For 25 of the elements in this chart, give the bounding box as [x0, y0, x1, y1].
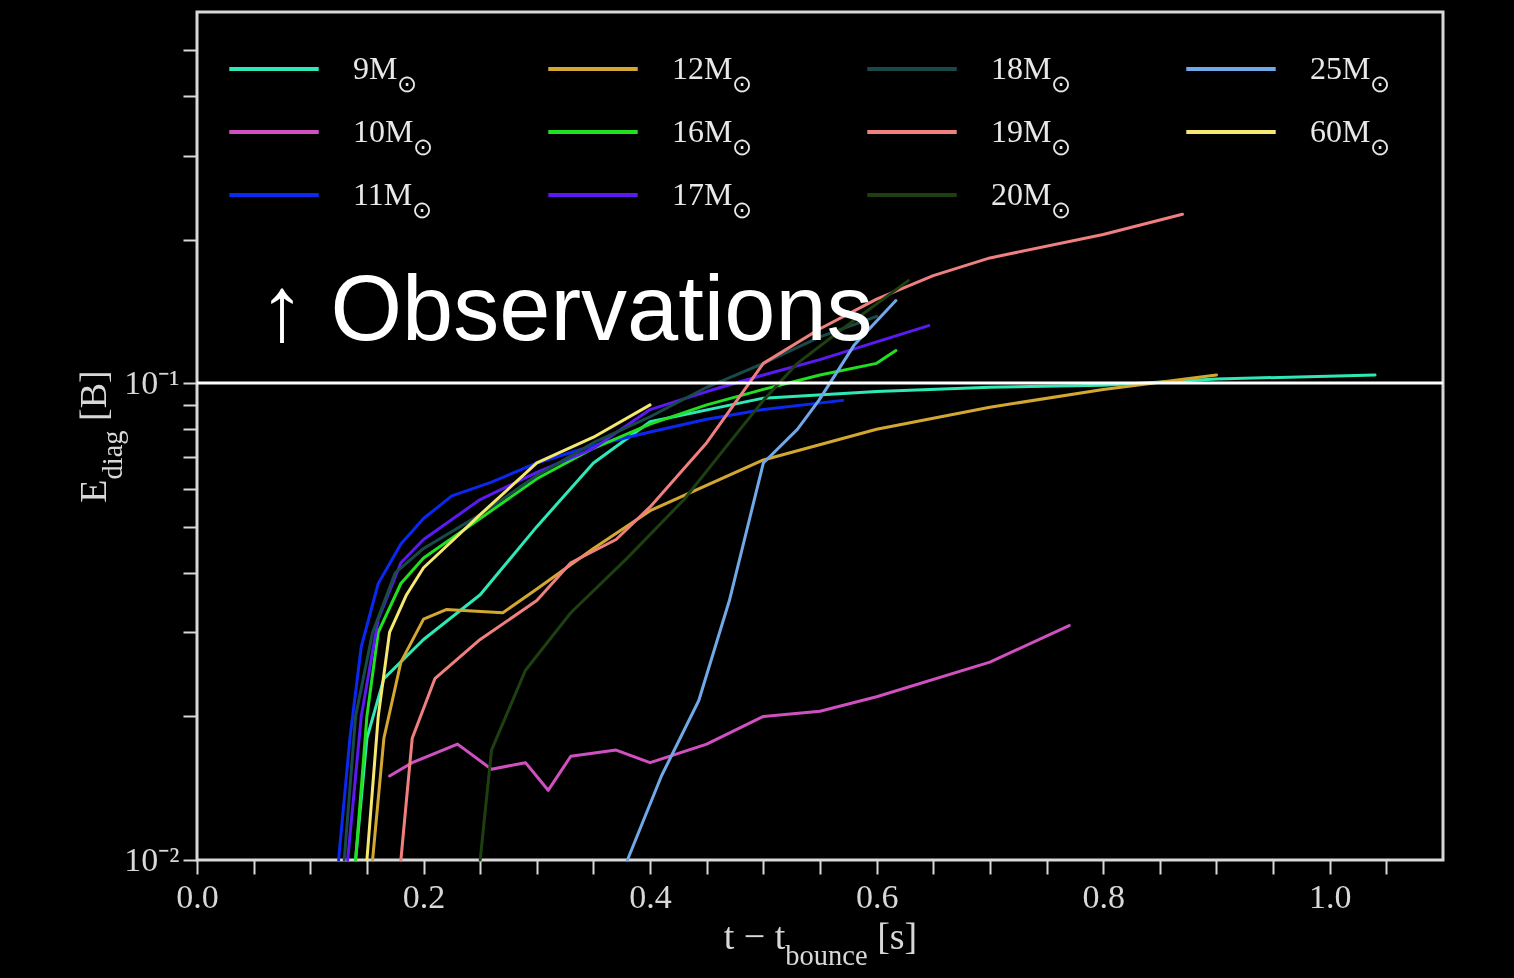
line-series	[371, 373, 1218, 862]
x-tick-label: 0.6	[855, 877, 899, 915]
legend-label: 60M$_{⊙}$	[1310, 113, 1391, 160]
y-tick-label: 10⁻²	[124, 840, 180, 878]
legend-label: 9M$_{⊙}$	[353, 50, 418, 97]
x-tick-label: 0.0	[176, 877, 219, 915]
annotation: ↑ Observations	[259, 257, 873, 359]
legend-label: 10M$_{⊙}$	[353, 113, 434, 160]
x-tick-label: 1.0	[1308, 877, 1352, 915]
x-tick-label: 0.2	[402, 877, 446, 915]
legend-label: 16M$_{⊙}$	[672, 113, 753, 160]
y-tick-label: 10⁻¹	[124, 363, 180, 401]
line-series	[388, 624, 1071, 792]
legend-label: 17M$_{⊙}$	[672, 176, 753, 223]
legend-label: 18M$_{⊙}$	[991, 50, 1072, 97]
x-tick-label: 0.8	[1082, 877, 1125, 915]
legend-label: 12M$_{⊙}$	[672, 50, 753, 97]
legend-label: 19M$_{⊙}$	[991, 113, 1072, 160]
legend-label: 11M$_{⊙}$	[353, 176, 433, 223]
x-axis-title: t − t$_{bounce}$ [s]	[723, 914, 918, 970]
legend-label: 25M$_{⊙}$	[1310, 50, 1391, 97]
legend-label: 20M$_{⊙}$	[991, 176, 1072, 223]
x-tick-label: 0.4	[629, 877, 672, 915]
line-series	[337, 398, 845, 862]
line-series	[365, 403, 652, 862]
